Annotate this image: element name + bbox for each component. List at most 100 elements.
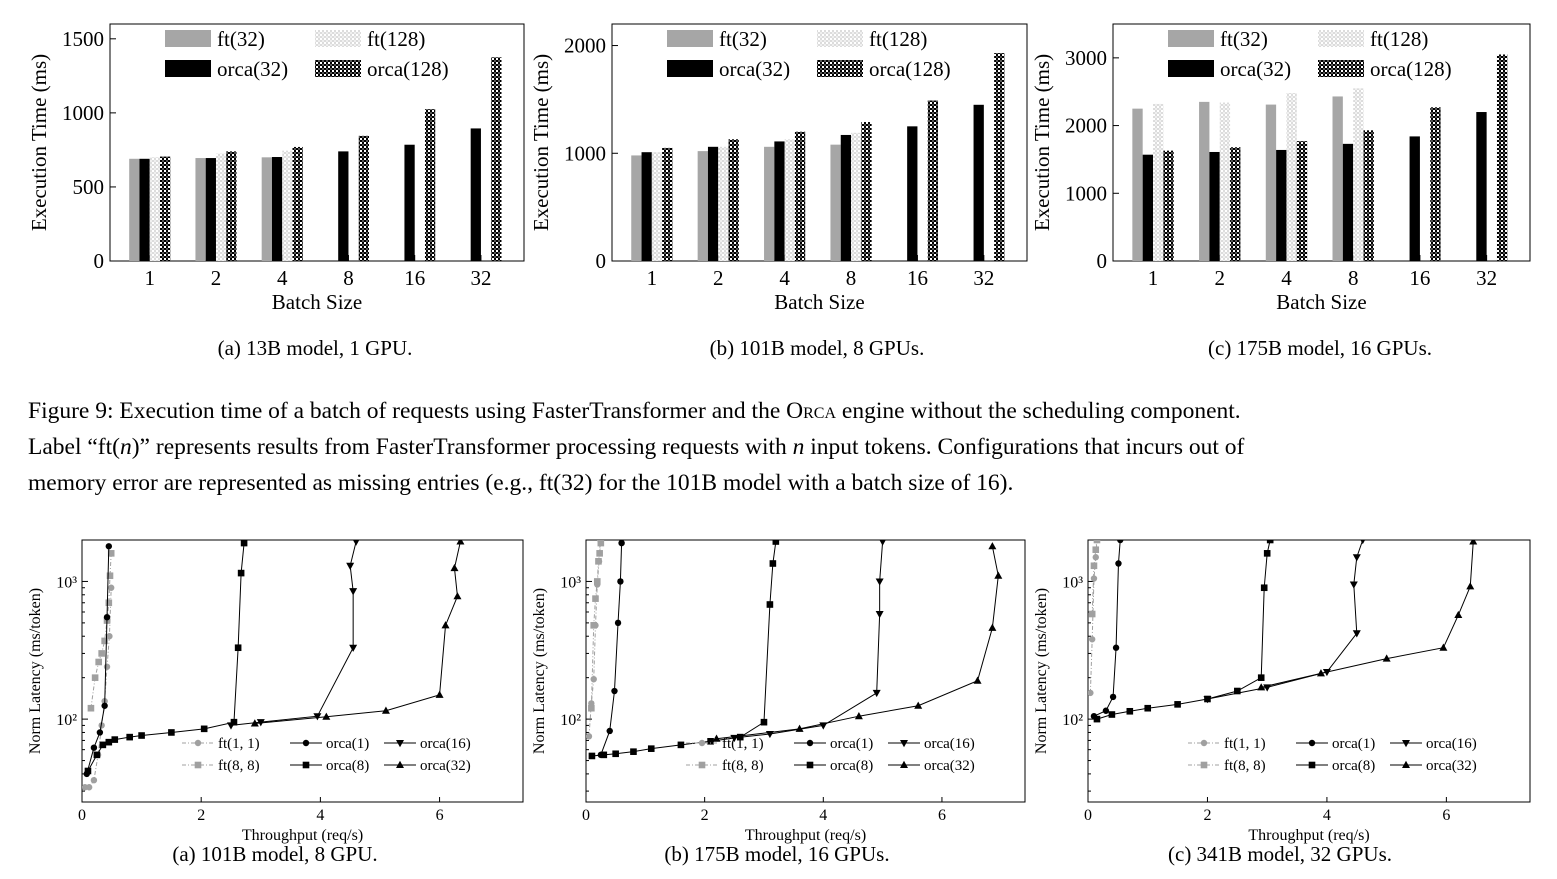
series-line-orca(32): [716, 546, 999, 740]
bar-orca(32): [1342, 143, 1354, 261]
legend-label: ft(32): [217, 27, 265, 51]
y-axis-label: Execution Time (ms): [1030, 54, 1054, 231]
legend-swatch: [165, 30, 211, 47]
x-axis-label: Throughput (req/s): [745, 827, 866, 844]
bar-orca(128): [226, 151, 237, 261]
x-tick-label: 6: [1442, 807, 1450, 824]
legend-swatch: [315, 60, 361, 77]
x-axis-label: Batch Size: [1276, 290, 1366, 314]
legend-label: orca(16): [1426, 736, 1477, 752]
bar-orca(32): [641, 152, 652, 261]
legend-label: ft(8, 8): [722, 758, 764, 774]
y-tick-label: 0: [1097, 249, 1108, 273]
legend-swatch: [1168, 30, 1214, 47]
line-chart-svg: 0 2 4 6 10² 10³ Norm Latency (ms/token) Through…: [531, 539, 1026, 844]
series-line-orca(16): [230, 541, 357, 726]
point-orca(1): [1115, 560, 1122, 567]
point-orca(32): [973, 676, 982, 684]
subcaption-bottom-a: (a) 101B model, 8 GPU.: [172, 842, 378, 866]
legend-marker: [900, 740, 908, 748]
point-orca(16): [872, 689, 881, 698]
legend-label: ft(128): [1370, 27, 1428, 51]
x-tick-label: 4: [779, 266, 790, 290]
caption-prefix: Figure 9: Execution time of a batch of r…: [28, 398, 787, 424]
x-axis-label: Batch Size: [272, 290, 362, 314]
point-orca(8): [99, 741, 107, 749]
subcaption-bottom-c: (c) 341B model, 32 GPUs.: [1168, 842, 1392, 866]
bar-chart-101b: 0 1000 2000 Execution Time (ms) Batch Size 1 2…: [502, 0, 1042, 320]
point-ft(8, 8): [595, 558, 602, 565]
bar-orca(128): [160, 156, 171, 261]
point-orca(16): [349, 588, 358, 596]
point-orca(32): [712, 734, 721, 742]
x-axis-label: Throughput (req/s): [242, 827, 363, 844]
x-tick-label: 0: [582, 807, 590, 824]
point-ft(8, 8): [87, 704, 95, 712]
point-ft(1, 1): [590, 675, 597, 683]
legend-label: orca(1): [830, 736, 873, 752]
legend-label: orca(1): [326, 736, 369, 752]
plot-frame: [109, 23, 525, 262]
point-orca(16): [1349, 581, 1358, 589]
point-orca(32): [1454, 610, 1463, 619]
legend-marker: [1402, 760, 1410, 768]
bar-orca(128): [1296, 141, 1308, 261]
point-orca(8): [1174, 701, 1181, 708]
point-orca(32): [795, 724, 804, 732]
x-tick-label: 8: [1348, 266, 1359, 290]
x-axis-label: Throughput (req/s): [1248, 827, 1369, 844]
caption-line2-c: input tokens. Configurations that incurs…: [804, 434, 1245, 460]
bar-chart-svg: 0 1000 2000 Execution Time (ms) Batch Size 1 2…: [529, 23, 1028, 314]
plot-frame: [585, 539, 1026, 803]
point-ft(1, 1): [1092, 554, 1099, 561]
point-orca(1): [617, 578, 624, 585]
bar-orca(32): [338, 151, 349, 261]
point-orca(1): [606, 727, 613, 735]
x-tick-label: 1: [647, 266, 658, 290]
point-orca(32): [988, 542, 997, 550]
bar-orca(32): [907, 126, 918, 261]
bar-ft(128): [784, 139, 795, 261]
bar-orca(128): [994, 53, 1005, 261]
legend-label: ft(1, 1): [722, 736, 764, 752]
point-orca(32): [1439, 643, 1448, 651]
point-orca(8): [1260, 584, 1268, 592]
x-tick-label: 32: [470, 266, 491, 290]
point-orca(8): [766, 601, 774, 608]
point-orca(8): [234, 644, 242, 652]
point-orca(16): [349, 644, 358, 652]
point-orca(32): [1382, 654, 1391, 662]
legend-label: ft(8, 8): [1224, 758, 1266, 774]
bar-ft(32): [764, 146, 775, 261]
y-tick-label: 10²: [56, 712, 77, 729]
x-tick-label: 2: [197, 807, 205, 824]
bar-orca(128): [424, 109, 436, 261]
point-orca(32): [854, 711, 863, 720]
point-orca(8): [84, 767, 92, 775]
series-line-orca(1): [1093, 540, 1121, 717]
y-tick-label: 1000: [564, 141, 606, 165]
series-line-orca(8): [591, 541, 777, 757]
x-tick-label: 0: [78, 807, 86, 824]
series-line-ft(1, 1): [84, 587, 112, 788]
bar-ft(32): [631, 155, 642, 261]
bar-orca(32): [404, 144, 415, 261]
legend-marker: [302, 761, 310, 769]
point-orca(16): [875, 578, 884, 586]
point-ft(8, 8): [95, 658, 102, 666]
legend-label: ft(32): [1220, 27, 1268, 51]
bar-ft(128): [1286, 93, 1297, 261]
x-tick-label: 16: [404, 266, 425, 290]
bar-orca(32): [973, 104, 984, 261]
y-axis-label: Norm Latency (ms/token): [27, 588, 44, 754]
x-tick-label: 4: [819, 807, 827, 824]
series-line-orca(32): [1261, 541, 1474, 688]
point-orca(8): [1234, 687, 1241, 695]
point-ft(1, 1): [85, 784, 93, 791]
bar-ft(128): [149, 157, 161, 261]
x-tick-label: 2: [211, 266, 222, 290]
x-tick-label: 32: [1476, 266, 1497, 290]
bar-orca(128): [861, 122, 872, 261]
bar-orca(128): [927, 100, 939, 262]
bar-orca(128): [1430, 107, 1441, 261]
